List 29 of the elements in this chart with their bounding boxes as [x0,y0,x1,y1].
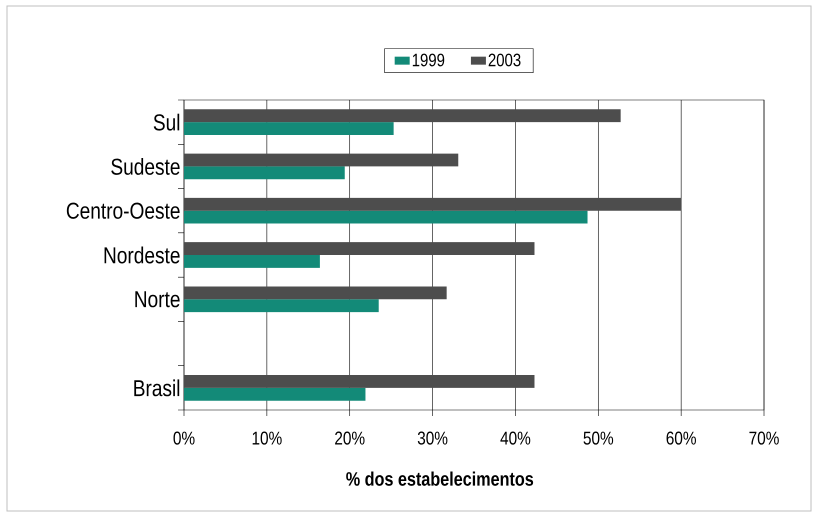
bar [184,122,394,135]
x-tick-label: 50% [584,432,614,445]
bar [184,166,345,180]
bar [184,375,534,388]
y-tick-label: Brasil [134,379,180,396]
y-tick-label: Centro-Oeste [66,202,180,219]
legend-label: 2003 [488,54,520,66]
x-tick-label: 20% [335,432,365,445]
x-tick-label: 40% [500,432,530,445]
y-tick-label: Sul [154,114,180,131]
bar [184,210,588,224]
x-axis-title: % dos estabelecimentos [346,472,534,486]
x-tick-label: 0% [174,432,195,445]
y-tick-label: Sudeste [111,158,180,175]
bar [184,286,447,300]
bar [184,255,320,268]
bar [184,198,682,211]
x-tick-label: 10% [252,432,282,445]
bar [184,299,379,312]
bar [184,154,458,166]
x-tick-label: 30% [418,432,448,445]
x-tick-label: 70% [749,432,779,445]
x-tick-label: 60% [666,432,696,445]
bar [184,109,621,122]
bar [184,388,366,401]
legend-label: 1999 [412,54,444,66]
bar [184,242,534,256]
y-tick-label: Norte [135,291,180,308]
y-tick-label: Nordeste [104,246,180,264]
